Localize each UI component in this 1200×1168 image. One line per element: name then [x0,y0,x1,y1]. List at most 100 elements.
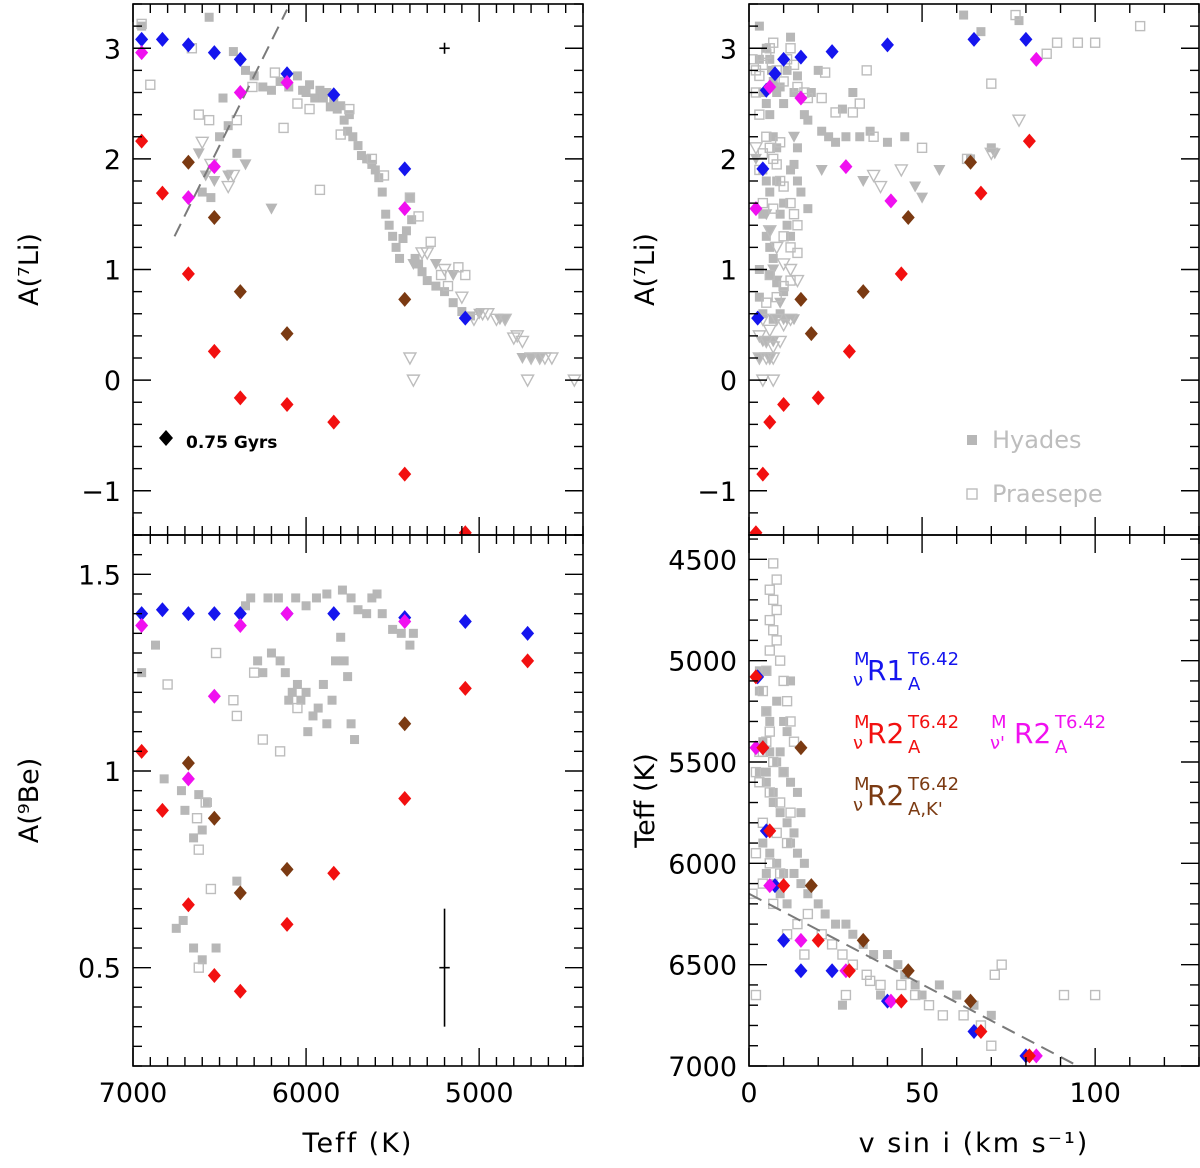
hyades-point [789,868,799,878]
hyades-point [775,82,785,92]
praesepe-point [248,667,260,678]
hyades-point [266,648,276,658]
praesepe-point [816,92,827,104]
hyades-point [754,686,764,696]
hyades-point [761,868,771,878]
praesepe-point [231,114,243,126]
hyades-point [786,676,796,686]
model-label: Mν R2 T6.42 A [853,712,959,758]
hyades-point [292,71,302,81]
y-axis-label: A(⁷Li) [630,233,661,306]
model-label-nu: ν [853,795,863,816]
hyades-point [194,790,204,800]
praesepe-point [785,716,796,727]
hyades-point [159,774,169,784]
praesepe-point [996,959,1007,970]
praesepe-point [802,908,814,920]
y-tick-label: 2 [720,145,737,176]
hyades-point [792,176,802,186]
model-point-brown [207,210,221,226]
praesepe-point [761,706,772,717]
praesepe-point [757,685,769,697]
hyades-point [754,54,764,64]
hyades-legend-marker [967,435,977,445]
praesepe-point [916,142,928,154]
hyades-point [761,176,771,186]
model-point-red [155,802,169,818]
hyades-point [384,220,394,230]
praesepe-upper-limit [544,352,560,366]
praesepe-point [193,962,204,973]
model-label-sup: T6.42 [1054,712,1106,733]
hyades-point [934,980,944,990]
y-tick-label: 0 [104,366,121,397]
hyades-point [189,833,199,843]
model-point-red [280,916,294,932]
hyades-point [806,88,816,97]
model-label-sub: A [1055,737,1068,758]
hyades-point [758,838,768,848]
model-point-brown [181,154,195,170]
hyades-point [273,593,283,603]
hyades-upper-limit [525,353,538,364]
hyades-point [761,767,771,777]
model-point-blue [280,66,294,82]
hyades-point [831,137,841,147]
hyades-point [779,767,789,777]
praesepe-point [749,54,758,65]
hyades-point [813,65,823,75]
hyades-upper-limit [199,170,212,182]
hyades-point [786,838,796,848]
praesepe-point [778,76,789,87]
hyades-point [803,889,813,899]
hyades-point [1014,16,1024,26]
praesepe-point [191,813,203,824]
hyades-point [241,601,250,611]
hyades-point [782,818,792,828]
hyades-point [280,668,290,678]
hyades-upper-limit [916,192,929,204]
hyades-point [388,231,398,241]
praesepe-point [314,184,326,196]
praesepe-point [937,1010,949,1021]
model-label-rotation: R1 [867,654,904,687]
praesepe-upper-limit [762,324,777,338]
praesepe-upper-limit [515,335,530,349]
model-point-blue [777,51,791,67]
praesepe-point [304,103,315,115]
hyades-point [398,234,408,244]
praesepe-point [986,78,997,89]
praesepe-point [162,679,173,690]
model-point-magenta [398,614,412,630]
hyades-point [284,695,294,705]
praesepe-point [785,807,796,818]
model-label-nu: ν [853,733,863,754]
hyades-upper-limit [208,176,221,187]
model-point-red [398,791,412,807]
hyades-point [336,101,346,111]
praesepe-point [778,280,789,292]
praesepe-legend-label: Praesepe [992,480,1103,508]
hyades-point [786,165,796,175]
model-point-blue [768,66,782,82]
praesepe-upper-limit [195,136,210,150]
praesepe-point [750,766,762,778]
hyades-point [768,253,778,263]
hyades-point [976,27,986,37]
praesepe-point [749,888,758,899]
praesepe-point [228,695,239,706]
model-point-magenta [763,878,777,894]
hyades-point [356,151,366,161]
hyades-point [792,787,802,797]
plot-frame [748,534,1200,1067]
hyades-point [339,115,349,125]
hyades-point [782,220,792,230]
x-tick-label: 5000 [445,1078,514,1109]
model-point-blue [181,606,195,622]
model-point-brown [233,885,247,901]
hyades-point [308,711,318,721]
y-axis-label: A(⁹Be) [14,758,45,844]
praesepe-point [989,969,1000,980]
